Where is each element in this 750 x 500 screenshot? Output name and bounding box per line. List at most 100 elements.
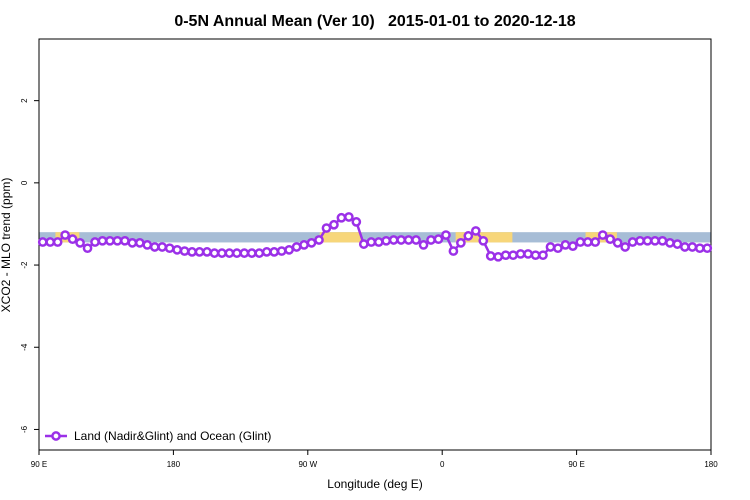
data-point bbox=[366, 237, 377, 247]
legend-marker bbox=[51, 431, 61, 441]
data-point bbox=[612, 238, 623, 248]
x-tick-label: 0 bbox=[440, 460, 445, 469]
data-point bbox=[164, 243, 175, 254]
data-point bbox=[246, 248, 257, 258]
data-point bbox=[261, 247, 272, 257]
x-axis-label: Longitude (deg E) bbox=[327, 477, 422, 491]
data-point bbox=[224, 248, 235, 258]
data-point bbox=[456, 238, 466, 248]
data-point bbox=[254, 248, 265, 258]
data-point bbox=[276, 246, 287, 256]
data-point bbox=[202, 247, 212, 257]
data-point bbox=[358, 239, 369, 249]
data-point bbox=[321, 223, 332, 233]
data-point bbox=[418, 240, 429, 250]
data-point bbox=[493, 251, 504, 262]
data-point bbox=[142, 240, 153, 250]
data-point bbox=[560, 240, 571, 250]
data-point bbox=[351, 217, 362, 227]
data-point bbox=[687, 242, 698, 252]
legend-label: Land (Nadir&Glint) and Ocean (Glint) bbox=[74, 429, 271, 443]
data-point bbox=[538, 250, 548, 261]
data-point bbox=[515, 249, 526, 259]
data-point bbox=[411, 235, 421, 245]
data-point bbox=[75, 238, 85, 248]
data-point bbox=[112, 235, 123, 246]
data-point bbox=[702, 243, 713, 254]
data-point bbox=[217, 248, 227, 258]
data-point bbox=[500, 250, 511, 261]
data-point bbox=[90, 237, 100, 247]
x-tick-label: 90 E bbox=[31, 460, 47, 469]
data-point bbox=[590, 237, 601, 247]
y-tick-label: -2 bbox=[20, 261, 29, 269]
y-tick-label: -4 bbox=[20, 343, 29, 351]
data-point bbox=[635, 235, 645, 246]
data-point bbox=[672, 239, 683, 249]
data-point bbox=[97, 235, 108, 246]
data-point bbox=[508, 250, 518, 261]
data-point bbox=[373, 237, 384, 247]
data-point bbox=[426, 235, 436, 245]
data-point bbox=[568, 241, 578, 251]
y-tick-label: -6 bbox=[20, 425, 29, 433]
data-point bbox=[605, 234, 616, 245]
data-point bbox=[179, 246, 190, 256]
data-point bbox=[314, 235, 324, 245]
data-point bbox=[433, 234, 444, 245]
chart-title: 0-5N Annual Mean (Ver 10) 2015-01-01 to … bbox=[174, 13, 575, 30]
data-point bbox=[120, 235, 130, 246]
data-point bbox=[157, 242, 168, 252]
data-point bbox=[665, 238, 675, 248]
data-point bbox=[306, 238, 317, 248]
data-point bbox=[478, 235, 489, 246]
data-point bbox=[694, 243, 705, 254]
data-point bbox=[396, 235, 406, 245]
data-point bbox=[657, 235, 668, 246]
data-point bbox=[105, 235, 115, 246]
data-point bbox=[194, 247, 205, 257]
data-point bbox=[172, 244, 182, 255]
data-point bbox=[642, 235, 653, 246]
y-tick-label: 0 bbox=[20, 180, 29, 185]
data-point bbox=[463, 231, 474, 241]
data-point bbox=[127, 238, 138, 248]
data-point bbox=[45, 237, 56, 247]
data-point bbox=[680, 242, 690, 252]
data-point bbox=[284, 244, 294, 255]
x-tick-label: 180 bbox=[167, 460, 181, 469]
data-point bbox=[149, 242, 160, 252]
data-point bbox=[485, 251, 496, 261]
y-axis-label: XCO2 - MLO trend (ppm) bbox=[0, 178, 13, 313]
data-point bbox=[67, 234, 78, 245]
data-point bbox=[597, 230, 608, 240]
data-point bbox=[134, 238, 145, 248]
y-tick-label: 2 bbox=[20, 98, 29, 103]
reference-band bbox=[39, 232, 711, 243]
data-point bbox=[448, 246, 459, 256]
data-point bbox=[344, 212, 354, 222]
data-point bbox=[582, 237, 593, 247]
data-point bbox=[269, 247, 280, 257]
data-point bbox=[650, 235, 660, 246]
data-point bbox=[620, 242, 630, 252]
data-point bbox=[232, 248, 242, 258]
data-point bbox=[82, 243, 93, 254]
data-point bbox=[209, 248, 220, 258]
data-point bbox=[575, 237, 586, 247]
x-tick-label: 90 E bbox=[568, 460, 584, 469]
x-tick-label: 90 W bbox=[298, 460, 317, 469]
data-point bbox=[403, 235, 414, 245]
data-point bbox=[388, 235, 399, 245]
data-point bbox=[291, 242, 302, 252]
data-point bbox=[523, 249, 533, 259]
data-point bbox=[37, 237, 48, 247]
data-point bbox=[60, 230, 70, 240]
data-point bbox=[52, 237, 63, 247]
data-point bbox=[530, 250, 541, 261]
data-point bbox=[299, 240, 309, 250]
highlight-range bbox=[319, 232, 362, 243]
data-point bbox=[627, 237, 638, 247]
data-point bbox=[336, 212, 347, 223]
